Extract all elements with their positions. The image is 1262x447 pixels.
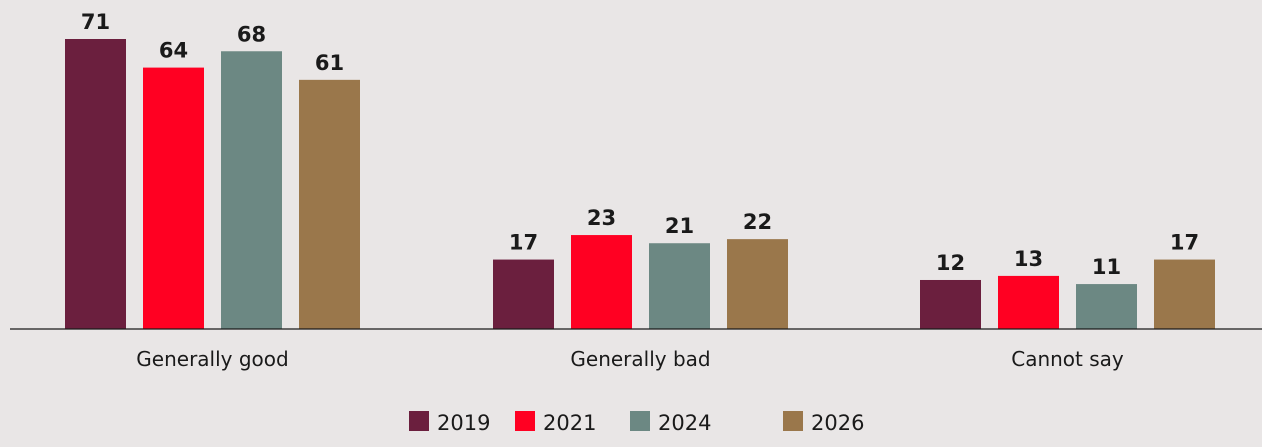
legend-label-2019: 2019 [437, 411, 490, 435]
legend: 2019 2021 2024 2026 [409, 411, 864, 435]
category-labels-layer: Generally good Generally bad Cannot say [136, 347, 1124, 371]
value-label-2026-generally-bad: 22 [743, 210, 772, 234]
value-label-2026-cannot-say: 17 [1170, 231, 1199, 255]
value-label-2021-cannot-say: 13 [1014, 247, 1043, 271]
bar-2021-generally-good [143, 67, 204, 329]
value-label-2021-generally-bad: 23 [587, 206, 616, 230]
value-label-2019-generally-good: 71 [81, 10, 110, 34]
legend-swatch-2021 [515, 411, 535, 431]
bar-2024-cannot-say [1076, 284, 1137, 329]
legend-swatch-2026 [783, 411, 803, 431]
value-label-2021-generally-good: 64 [159, 39, 188, 63]
value-label-2019-generally-bad: 17 [509, 231, 538, 255]
value-label-2026-generally-good: 61 [315, 51, 344, 75]
value-label-2024-cannot-say: 11 [1092, 255, 1121, 279]
category-label-generally-bad: Generally bad [570, 347, 710, 371]
bar-2019-cannot-say [920, 279, 981, 329]
category-label-cannot-say: Cannot say [1011, 347, 1124, 371]
bar-2026-generally-bad [727, 239, 788, 329]
bar-2019-generally-good [65, 39, 126, 329]
legend-swatch-2019 [409, 411, 429, 431]
bar-2026-cannot-say [1154, 259, 1215, 329]
bar-2024-generally-good [221, 51, 282, 330]
bar-2026-generally-good [299, 79, 360, 330]
bar-2024-generally-bad [649, 243, 710, 329]
value-label-2024-generally-bad: 21 [665, 214, 694, 238]
legend-label-2021: 2021 [543, 411, 596, 435]
value-label-2019-cannot-say: 12 [936, 251, 965, 275]
value-labels-layer: 71 64 68 61 17 23 21 22 12 13 11 17 [81, 10, 1199, 279]
category-label-generally-good: Generally good [136, 347, 288, 371]
value-label-2024-generally-good: 68 [237, 22, 266, 46]
legend-swatch-2024 [630, 411, 650, 431]
bar-2019-generally-bad [493, 259, 554, 329]
bars-layer [65, 39, 1215, 330]
bar-2021-cannot-say [998, 275, 1059, 329]
legend-label-2024: 2024 [658, 411, 711, 435]
legend-label-2026: 2026 [811, 411, 864, 435]
bar-2021-generally-bad [571, 235, 632, 329]
